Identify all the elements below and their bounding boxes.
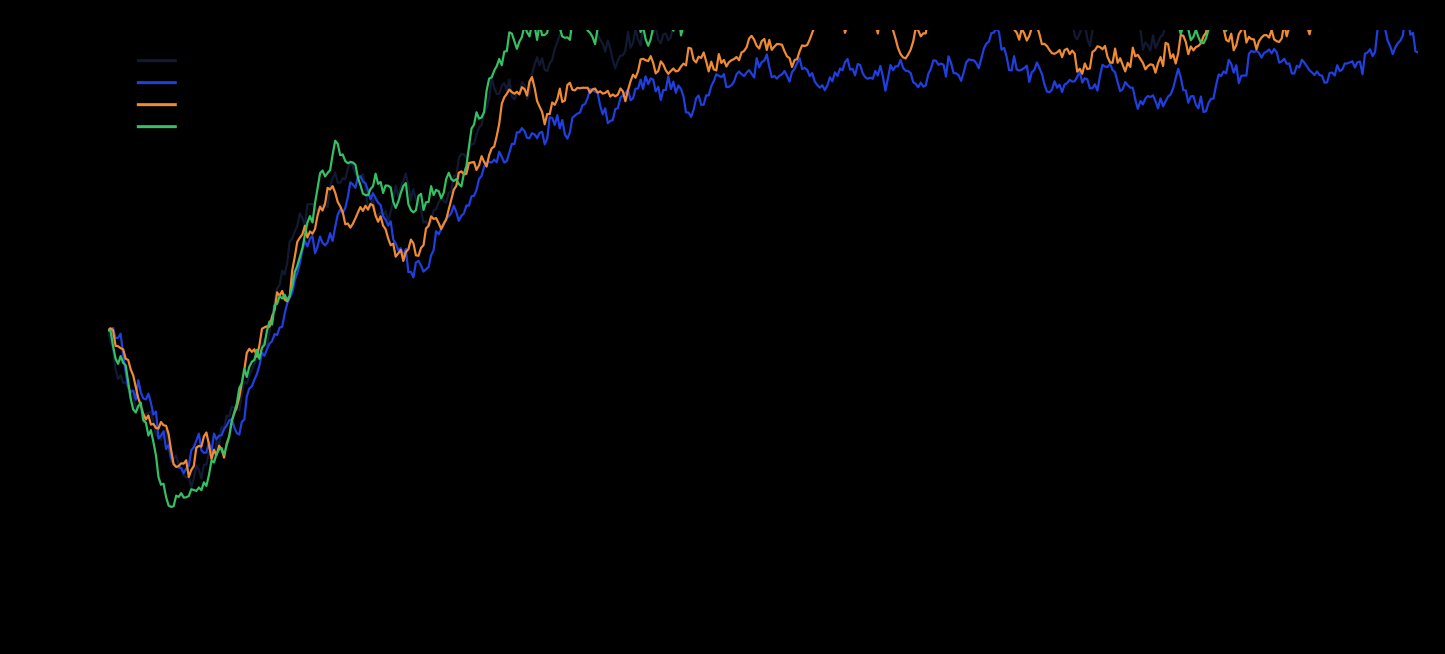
line-chart <box>0 0 1445 654</box>
legend-swatch <box>137 81 177 84</box>
legend-swatch <box>137 103 177 106</box>
legend-swatch <box>137 125 177 128</box>
chart-svg <box>0 0 1445 654</box>
plot-area <box>108 30 1418 560</box>
legend-swatch <box>137 59 177 62</box>
